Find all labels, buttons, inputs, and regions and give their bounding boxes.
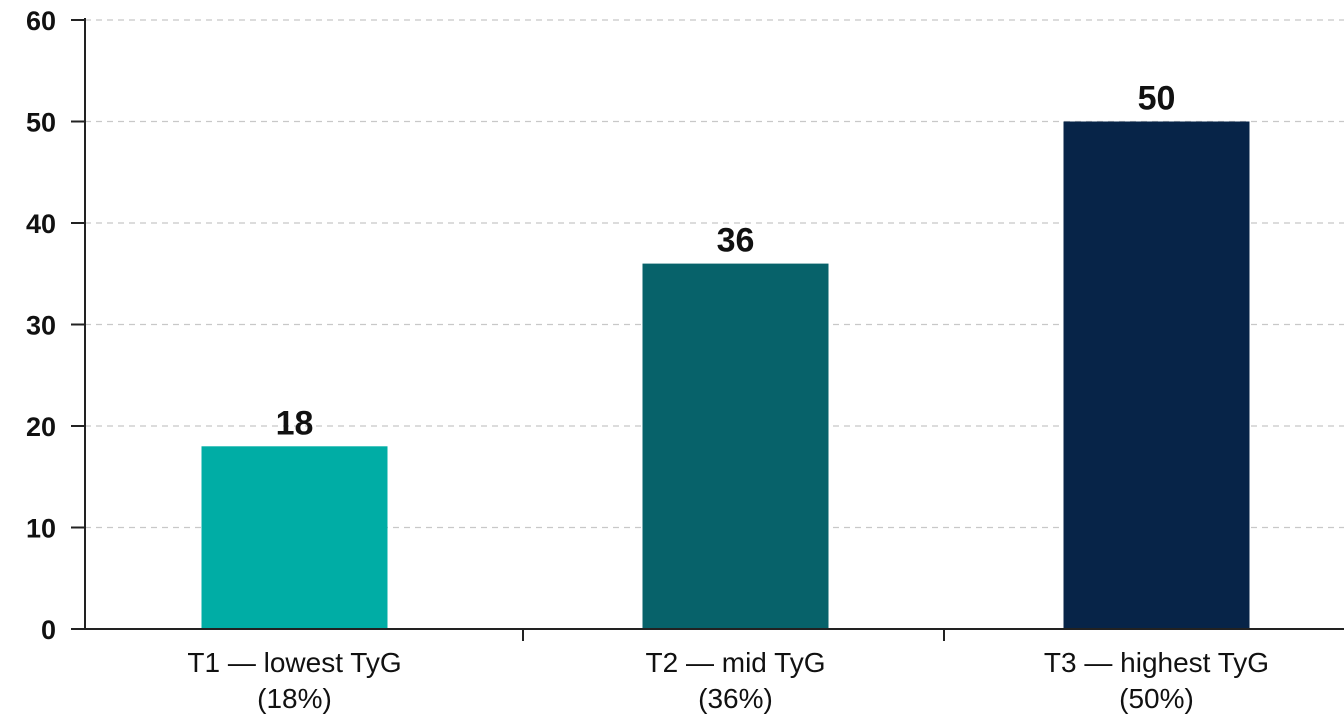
x-category-sublabel: (36%) xyxy=(698,683,773,714)
y-tick-label: 20 xyxy=(26,412,56,442)
data-labels: 18 36 50 xyxy=(276,80,1176,443)
axes xyxy=(71,18,1344,641)
y-tick-label: 10 xyxy=(26,514,56,544)
y-tick-label: 50 xyxy=(26,108,56,138)
y-tick-label: 30 xyxy=(26,311,56,341)
x-category-label: T2 — mid TyG xyxy=(646,647,826,678)
y-tick-label: 40 xyxy=(26,209,56,239)
category-labels: T1 — lowest TyG (18%) T2 — mid TyG (36%) T3 … xyxy=(187,647,1269,714)
x-category-label: T1 — lowest TyG xyxy=(187,647,401,678)
bars xyxy=(201,121,1250,629)
y-tick-label: 0 xyxy=(41,615,56,645)
x-category-sublabel: (18%) xyxy=(257,683,332,714)
x-category-label: T3 — highest TyG xyxy=(1044,647,1269,678)
bar-value-label: 36 xyxy=(717,222,755,260)
bar xyxy=(642,263,829,629)
bar-value-label: 50 xyxy=(1138,80,1176,118)
y-tick-label: 60 xyxy=(26,6,56,36)
y-tick-labels: 0 10 20 30 40 50 60 xyxy=(26,6,56,645)
x-category-sublabel: (50%) xyxy=(1119,683,1194,714)
bar xyxy=(1063,121,1250,629)
bar-value-label: 18 xyxy=(276,404,314,442)
bar xyxy=(201,446,388,629)
